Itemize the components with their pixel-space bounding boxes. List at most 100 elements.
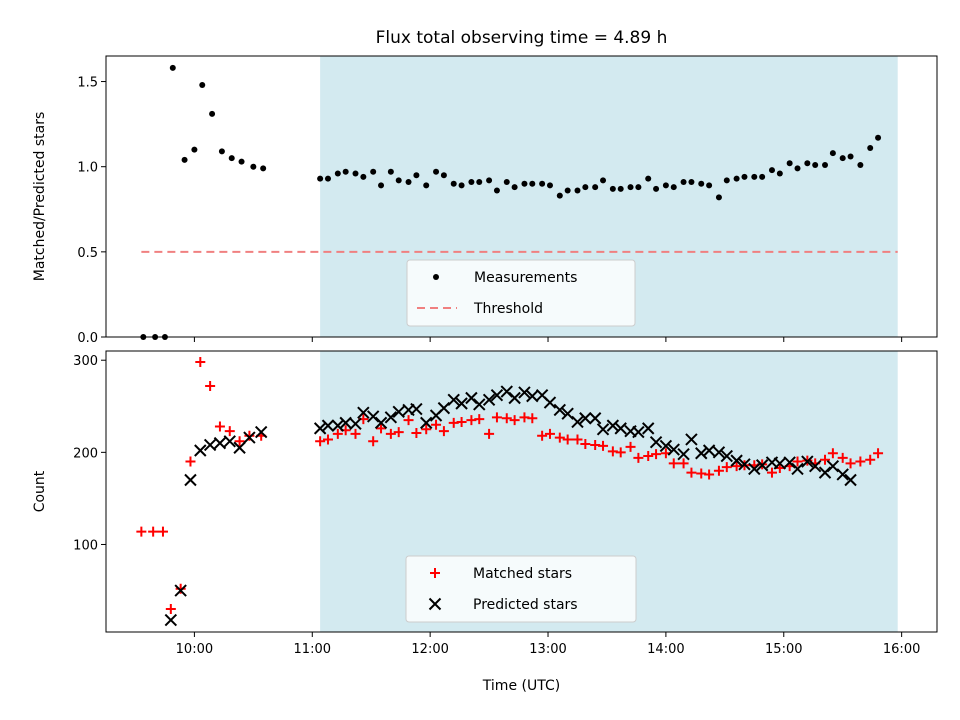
data-point <box>667 443 680 456</box>
data-point <box>721 462 732 473</box>
data-point <box>238 158 245 165</box>
data-point <box>847 153 854 160</box>
data-point <box>698 180 705 187</box>
data-point <box>562 434 573 445</box>
data-point <box>405 179 412 186</box>
data-point <box>748 462 761 476</box>
x-tick-label: 16:00 <box>883 642 920 657</box>
y-tick-label: 0.5 <box>77 246 98 261</box>
x-tick-label: 11:00 <box>294 642 331 657</box>
data-point <box>580 439 591 450</box>
data-point <box>704 469 715 480</box>
data-point <box>730 454 743 467</box>
data-point <box>688 179 695 186</box>
data-point <box>642 422 655 435</box>
data-point <box>571 415 584 429</box>
data-point <box>214 421 225 432</box>
data-point <box>350 428 361 439</box>
data-point <box>632 425 645 439</box>
data-point <box>243 431 256 444</box>
data-point <box>845 458 856 469</box>
data-point <box>509 415 520 426</box>
legend-marker <box>428 597 442 611</box>
data-point <box>473 398 486 411</box>
data-point <box>529 180 536 187</box>
data-point <box>213 436 227 450</box>
data-point <box>720 449 734 463</box>
data-point <box>370 168 377 175</box>
data-point <box>659 439 673 453</box>
data-point <box>518 386 531 399</box>
data-point <box>339 416 352 430</box>
data-point <box>450 180 457 187</box>
data-point <box>614 422 627 435</box>
data-point <box>458 182 465 189</box>
data-point <box>625 441 636 452</box>
data-point <box>438 426 449 437</box>
data-point <box>686 467 697 478</box>
y-tick-label: 100 <box>73 538 98 553</box>
data-point <box>324 175 331 182</box>
data-point <box>376 423 387 434</box>
data-point <box>387 168 394 175</box>
data-point <box>317 175 324 182</box>
data-point <box>596 423 610 436</box>
data-point <box>433 168 440 175</box>
data-point <box>360 173 367 180</box>
data-point <box>837 452 848 463</box>
data-point <box>456 416 467 427</box>
data-point <box>378 182 385 189</box>
data-point <box>423 182 430 189</box>
data-point <box>184 473 197 487</box>
data-point <box>191 146 198 153</box>
data-point <box>572 434 583 445</box>
data-point <box>349 417 362 430</box>
data-point <box>539 180 546 187</box>
data-point <box>741 173 748 180</box>
data-point <box>670 184 677 191</box>
data-point <box>582 184 589 191</box>
data-point <box>822 161 829 168</box>
data-point <box>260 165 267 172</box>
data-point <box>855 456 866 467</box>
data-point <box>579 412 592 425</box>
data-point <box>411 427 422 438</box>
data-point <box>437 401 451 415</box>
data-point <box>175 583 186 594</box>
data-point <box>733 175 740 182</box>
data-point <box>678 458 689 469</box>
data-point <box>205 381 216 392</box>
data-point <box>875 134 882 141</box>
x-tick-label: 15:00 <box>765 642 802 657</box>
data-point <box>228 155 235 162</box>
series-predicted-stars <box>164 385 857 627</box>
data-point <box>723 177 730 184</box>
y-tick-label: 200 <box>73 446 98 461</box>
top-panel: 0.0 0.5 1.0 1.5 Flux total observing time = … <box>32 28 938 346</box>
data-point <box>403 415 414 426</box>
data-point <box>491 412 502 423</box>
data-point <box>653 185 660 192</box>
data-point <box>165 603 176 614</box>
data-point <box>786 160 793 167</box>
data-point <box>503 179 510 186</box>
legend: Matched stars Predicted stars <box>405 555 637 623</box>
data-point <box>812 161 819 168</box>
data-point <box>447 393 460 407</box>
data-point <box>194 444 207 457</box>
data-point <box>804 160 811 167</box>
data-point <box>820 454 831 465</box>
data-point <box>315 436 326 447</box>
x-tick-label: 12:00 <box>411 642 448 657</box>
data-point <box>181 156 188 163</box>
data-point <box>199 81 206 88</box>
data-point <box>643 451 654 462</box>
data-point <box>244 430 255 441</box>
data-point <box>185 456 196 467</box>
data-point <box>645 175 652 182</box>
legend-label: Threshold <box>473 301 543 317</box>
axes-frame <box>105 55 938 338</box>
y-tick-label: 1.5 <box>77 76 98 91</box>
data-point <box>490 389 504 402</box>
